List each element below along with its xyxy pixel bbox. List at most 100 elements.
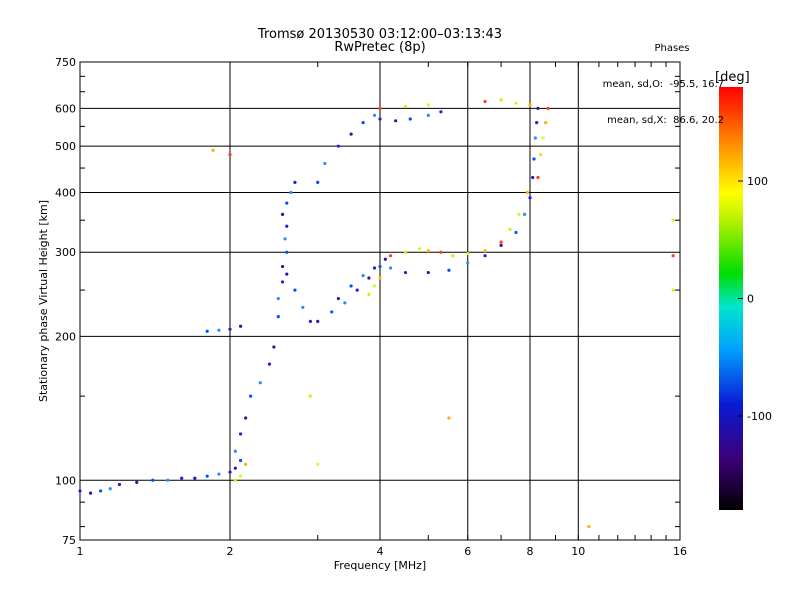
data-point: [439, 110, 443, 114]
data-point: [417, 247, 422, 251]
data-point: [533, 136, 537, 140]
data-point: [408, 117, 412, 121]
data-point: [217, 328, 221, 332]
data-point: [546, 106, 550, 110]
data-points: [78, 98, 675, 529]
data-point: [372, 284, 377, 288]
phase-stats-header: Phases: [654, 43, 690, 54]
x-tick-label: 2: [227, 545, 234, 558]
y-tick-label: 200: [55, 330, 76, 343]
x-tick-label: 1: [77, 545, 84, 558]
data-point: [439, 250, 443, 254]
data-point: [451, 254, 455, 258]
data-point: [244, 416, 248, 420]
data-point: [285, 224, 289, 228]
data-point: [238, 324, 243, 328]
chart-subtitle: RwPretec (8p): [334, 40, 426, 55]
data-point: [211, 148, 215, 152]
data-point: [383, 257, 387, 261]
x-tick-label: 8: [527, 545, 534, 558]
phase-stats-x: mean, sd,X: 86.6, 20.2: [607, 115, 724, 126]
data-point: [466, 252, 470, 256]
data-point: [538, 153, 543, 157]
data-point: [238, 474, 243, 478]
data-point: [499, 243, 503, 248]
data-point: [378, 117, 382, 121]
data-point: [378, 106, 382, 110]
data-point: [388, 254, 393, 258]
data-point: [426, 249, 430, 253]
data-point: [272, 345, 276, 349]
data-point: [349, 132, 353, 136]
data-point: [193, 476, 197, 480]
data-point: [293, 288, 297, 292]
y-axis-label: Stationary phase Virtual Height [km]: [37, 200, 50, 402]
data-point: [293, 180, 297, 184]
data-point: [535, 121, 539, 125]
data-point: [367, 276, 371, 280]
data-point: [514, 230, 518, 235]
data-point: [483, 99, 487, 104]
data-point: [258, 381, 262, 385]
data-point: [426, 103, 430, 107]
data-point: [249, 394, 253, 398]
colorbar-ticks: 100 0 -100: [738, 175, 772, 423]
data-point: [205, 329, 209, 333]
data-point: [285, 250, 289, 254]
data-point: [280, 264, 285, 269]
data-point: [280, 280, 285, 284]
colorbar-tick-label: -100: [747, 410, 772, 423]
chart-title: Tromsø 20130530 03:12:00–03:13:43: [257, 27, 503, 42]
data-point: [336, 144, 340, 148]
data-point: [466, 261, 470, 265]
data-point: [522, 212, 527, 216]
grid-lines: [80, 62, 680, 540]
data-point: [403, 250, 408, 254]
x-axis-label: Frequency [MHz]: [334, 559, 426, 572]
data-point: [514, 101, 518, 105]
data-point: [499, 98, 503, 102]
data-point: [316, 462, 320, 466]
data-point: [151, 478, 155, 482]
data-point: [228, 153, 232, 157]
data-point: [532, 157, 536, 161]
data-point: [587, 525, 591, 529]
data-point: [180, 476, 184, 480]
data-point: [330, 310, 334, 314]
colorbar-unit-label: [deg]: [715, 70, 750, 85]
data-point: [671, 288, 675, 292]
data-point: [349, 284, 353, 288]
data-point: [426, 113, 430, 117]
data-point: [426, 270, 430, 275]
data-point: [403, 270, 408, 275]
y-tick-label: 300: [55, 246, 76, 259]
data-point: [508, 227, 512, 231]
data-point: [228, 327, 232, 331]
data-point: [372, 113, 377, 117]
data-point: [536, 106, 540, 110]
data-point: [323, 161, 327, 166]
x-tick-label: 4: [377, 545, 384, 558]
data-point: [276, 315, 280, 319]
data-point: [343, 301, 347, 305]
data-point: [541, 136, 545, 140]
data-point: [285, 272, 289, 276]
data-point: [367, 292, 371, 296]
data-point: [276, 296, 280, 301]
data-point: [233, 478, 237, 482]
data-point: [267, 362, 272, 366]
data-point: [447, 416, 451, 420]
x-tick-label: 16: [673, 545, 687, 558]
data-point: [289, 190, 293, 195]
data-point: [280, 212, 285, 216]
y-tick-label: 600: [55, 102, 76, 115]
data-point: [525, 190, 529, 195]
x-tick-label: 10: [571, 545, 585, 558]
data-point: [166, 478, 170, 482]
data-point: [447, 268, 451, 272]
phase-stats-o: mean, sd,O: -95.5, 16.7: [602, 79, 724, 90]
data-point: [99, 489, 103, 493]
data-point: [283, 237, 287, 241]
data-point: [483, 249, 487, 253]
